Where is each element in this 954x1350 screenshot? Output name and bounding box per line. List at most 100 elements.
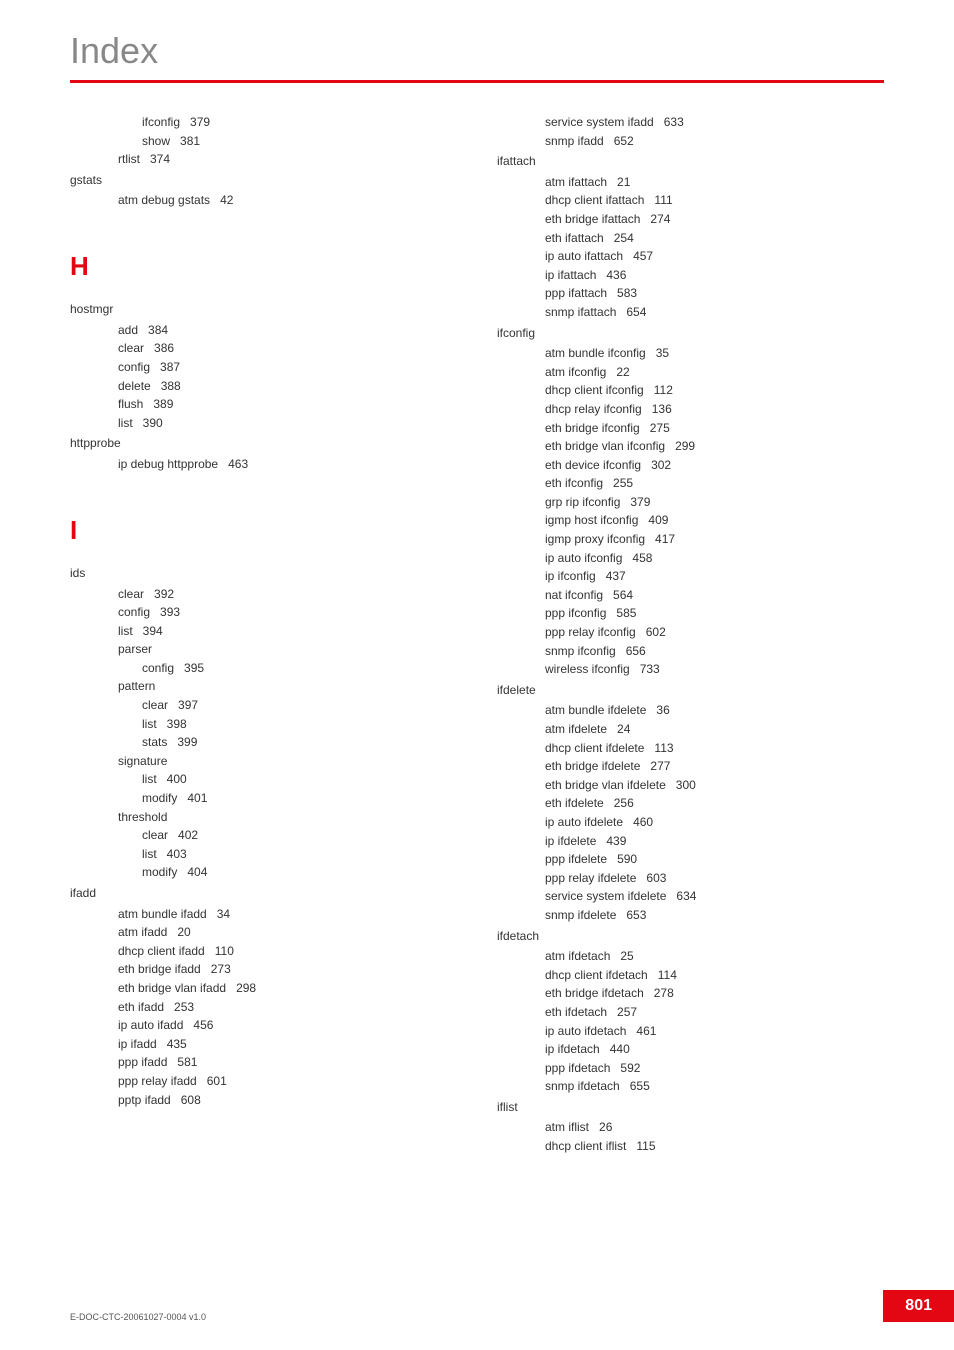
index-entry: show 381 [70, 132, 457, 151]
index-entry: list 400 [70, 770, 457, 789]
index-entry: eth bridge vlan ifconfig 299 [497, 437, 884, 456]
index-page-ref: 273 [211, 962, 231, 976]
index-heading: gstats [70, 171, 457, 190]
index-entry: ppp ifconfig 585 [497, 604, 884, 623]
index-page-ref: 590 [617, 852, 637, 866]
index-entry: dhcp relay ifconfig 136 [497, 400, 884, 419]
index-page-ref: 461 [636, 1024, 656, 1038]
index-entry: ppp relay ifconfig 602 [497, 623, 884, 642]
index-entry: eth bridge vlan ifdelete 300 [497, 776, 884, 795]
index-entry: service system ifadd 633 [497, 113, 884, 132]
index-entry: add 384 [70, 321, 457, 340]
index-entry: ip debug httpprobe 463 [70, 455, 457, 474]
index-entry: list 398 [70, 715, 457, 734]
index-page-ref: 603 [646, 871, 666, 885]
index-page-ref: 386 [154, 341, 174, 355]
index-entry: ip ifattach 436 [497, 266, 884, 285]
index-page-ref: 394 [143, 624, 163, 638]
index-page-ref: 21 [617, 175, 630, 189]
index-entry: dhcp client ifattach 111 [497, 191, 884, 210]
index-page-ref: 20 [177, 925, 190, 939]
index-entry: ppp ifadd 581 [70, 1053, 457, 1072]
footer: E-DOC-CTC-20061027-0004 v1.0 801 [70, 1290, 954, 1322]
index-page-ref: 278 [654, 986, 674, 1000]
index-entry: eth ifdelete 256 [497, 794, 884, 813]
index-page-ref: 136 [652, 402, 672, 416]
index-page-ref: 403 [167, 847, 187, 861]
index-entry: service system ifdelete 634 [497, 887, 884, 906]
index-page-ref: 388 [161, 379, 181, 393]
index-entry: ip ifadd 435 [70, 1035, 457, 1054]
index-page-ref: 652 [614, 134, 634, 148]
index-page-ref: 436 [606, 268, 626, 282]
index-heading: httpprobe [70, 434, 457, 453]
index-entry: atm ifattach 21 [497, 173, 884, 192]
index-page-ref: 256 [614, 796, 634, 810]
index-entry: nat ifconfig 564 [497, 586, 884, 605]
index-page-ref: 397 [178, 698, 198, 712]
index-entry: eth ifdetach 257 [497, 1003, 884, 1022]
index-heading: ifconfig [497, 324, 884, 343]
index-entry: ppp relay ifadd 601 [70, 1072, 457, 1091]
index-page-ref: 110 [215, 944, 234, 958]
index-heading: hostmgr [70, 300, 457, 319]
index-entry: wireless ifconfig 733 [497, 660, 884, 679]
index-page-ref: 275 [650, 421, 670, 435]
index-page-ref: 387 [160, 360, 180, 374]
index-page-ref: 409 [648, 513, 668, 527]
index-entry: eth ifattach 254 [497, 229, 884, 248]
index-page-ref: 253 [174, 1000, 194, 1014]
index-page-ref: 398 [167, 717, 187, 731]
index-entry: list 390 [70, 414, 457, 433]
index-page-ref: 379 [190, 115, 210, 129]
index-page-ref: 299 [675, 439, 695, 453]
index-page-ref: 401 [187, 791, 207, 805]
index-page-ref: 458 [632, 551, 652, 565]
index-page-ref: 656 [626, 644, 646, 658]
index-page-ref: 402 [178, 828, 198, 842]
index-heading: ifadd [70, 884, 457, 903]
index-entry: eth bridge ifadd 273 [70, 960, 457, 979]
page-number: 801 [883, 1290, 954, 1322]
index-entry: atm ifdelete 24 [497, 720, 884, 739]
index-entry: delete 388 [70, 377, 457, 396]
index-entry: dhcp client ifdelete 113 [497, 739, 884, 758]
index-page-ref: 255 [613, 476, 633, 490]
index-entry: parser [70, 640, 457, 659]
index-page-ref: 112 [654, 383, 673, 397]
index-entry: dhcp client iflist 115 [497, 1137, 884, 1156]
index-entry: config 393 [70, 603, 457, 622]
index-entry: ppp ifattach 583 [497, 284, 884, 303]
index-entry: list 403 [70, 845, 457, 864]
index-page-ref: 26 [599, 1120, 612, 1134]
index-entry: eth bridge ifdelete 277 [497, 757, 884, 776]
index-entry: igmp host ifconfig 409 [497, 511, 884, 530]
index-entry: clear 402 [70, 826, 457, 845]
index-entry: clear 397 [70, 696, 457, 715]
index-page-ref: 277 [650, 759, 670, 773]
index-heading: iflist [497, 1098, 884, 1117]
index-page-ref: 460 [633, 815, 653, 829]
index-entry: flush 389 [70, 395, 457, 414]
index-entry: ip ifconfig 437 [497, 567, 884, 586]
index-page-ref: 24 [617, 722, 630, 736]
index-entry: ip ifdetach 440 [497, 1040, 884, 1059]
index-page-ref: 653 [626, 908, 646, 922]
index-heading: ifdetach [497, 927, 884, 946]
index-entry: ppp relay ifdelete 603 [497, 869, 884, 888]
index-page-ref: 399 [177, 735, 197, 749]
index-page-ref: 254 [614, 231, 634, 245]
index-page-ref: 389 [153, 397, 173, 411]
index-heading: ifattach [497, 152, 884, 171]
index-page-ref: 733 [640, 662, 660, 676]
index-page-ref: 564 [613, 588, 633, 602]
index-entry: ip auto ifattach 457 [497, 247, 884, 266]
index-page-ref: 440 [610, 1042, 630, 1056]
right-column: service system ifadd 633snmp ifadd 652if… [497, 113, 884, 1156]
index-heading: ifdelete [497, 681, 884, 700]
index-entry: eth ifadd 253 [70, 998, 457, 1017]
index-page-ref: 457 [633, 249, 653, 263]
index-entry: ip auto ifdetach 461 [497, 1022, 884, 1041]
index-entry: rtlist 374 [70, 150, 457, 169]
index-entry: eth bridge ifconfig 275 [497, 419, 884, 438]
